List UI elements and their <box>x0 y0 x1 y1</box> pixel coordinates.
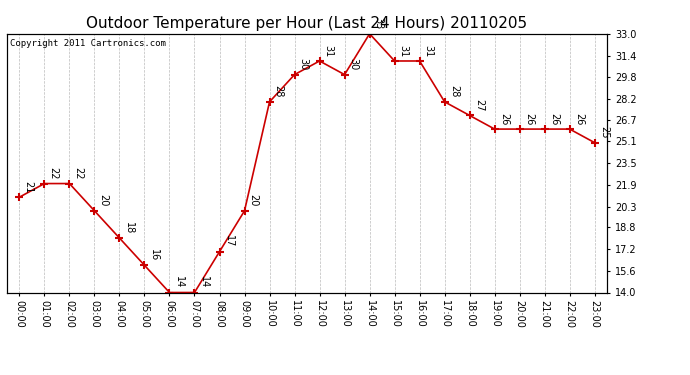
Text: 20: 20 <box>248 194 259 207</box>
Text: 22: 22 <box>48 167 59 179</box>
Text: 21: 21 <box>23 181 34 193</box>
Text: 31: 31 <box>424 45 434 57</box>
Text: Copyright 2011 Cartronics.com: Copyright 2011 Cartronics.com <box>10 39 166 48</box>
Text: 14: 14 <box>199 276 208 288</box>
Text: 20: 20 <box>99 194 108 207</box>
Text: 28: 28 <box>448 85 459 98</box>
Text: 30: 30 <box>299 58 308 70</box>
Text: 30: 30 <box>348 58 359 70</box>
Text: 31: 31 <box>399 45 408 57</box>
Text: 17: 17 <box>224 235 234 248</box>
Text: 26: 26 <box>499 112 509 125</box>
Text: 16: 16 <box>148 249 159 261</box>
Text: 27: 27 <box>474 99 484 111</box>
Text: 22: 22 <box>74 167 83 179</box>
Text: 18: 18 <box>124 222 134 234</box>
Text: 33: 33 <box>374 17 384 30</box>
Text: 26: 26 <box>549 112 559 125</box>
Text: 28: 28 <box>274 85 284 98</box>
Text: 14: 14 <box>174 276 184 288</box>
Text: 31: 31 <box>324 45 334 57</box>
Title: Outdoor Temperature per Hour (Last 24 Hours) 20110205: Outdoor Temperature per Hour (Last 24 Ho… <box>86 16 528 31</box>
Text: 26: 26 <box>574 112 584 125</box>
Text: 26: 26 <box>524 112 534 125</box>
Text: 25: 25 <box>599 126 609 138</box>
